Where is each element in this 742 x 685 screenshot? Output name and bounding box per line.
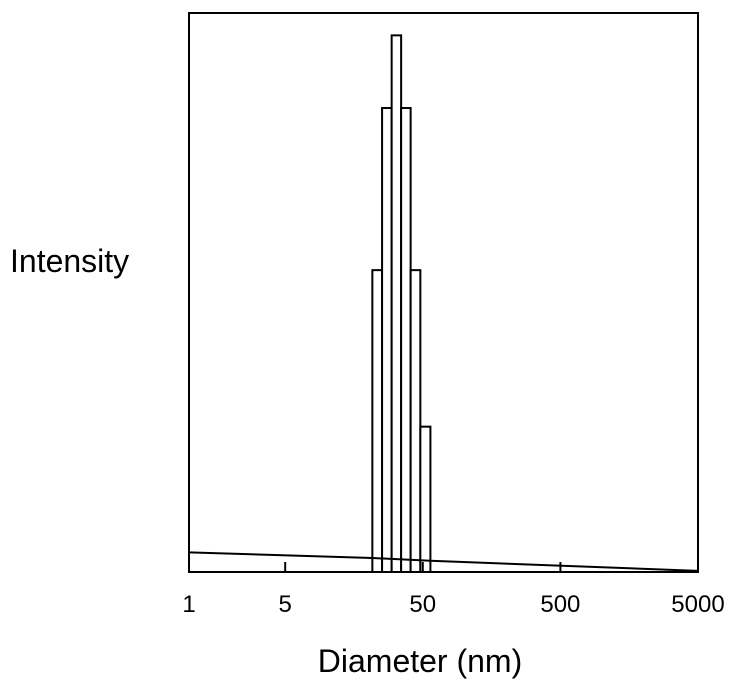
histogram-bar-6 (419, 425, 432, 573)
x-tick-label-1: 1 (182, 591, 195, 618)
histogram-bar-1 (371, 269, 384, 573)
x-tick-label-5: 5 (279, 591, 292, 618)
x-axis-tick-labels: 1 5 50 500 5000 (182, 591, 724, 618)
plot-frame (188, 12, 699, 573)
x-axis-title: Diameter (nm) (318, 643, 522, 679)
histogram-bar-3 (390, 34, 403, 574)
histogram-bar-5 (409, 269, 422, 573)
x-tick-label-50: 50 (409, 591, 436, 618)
x-tick-label-500: 500 (540, 591, 580, 618)
histogram-bar-4 (400, 107, 412, 573)
histogram-bars (371, 34, 432, 574)
y-axis-title: Intensity (10, 243, 129, 279)
x-axis-ticks (284, 562, 562, 572)
x-tick-label-5000: 5000 (671, 591, 724, 618)
histogram-bar-2 (381, 107, 393, 573)
baseline-line (188, 551, 699, 572)
